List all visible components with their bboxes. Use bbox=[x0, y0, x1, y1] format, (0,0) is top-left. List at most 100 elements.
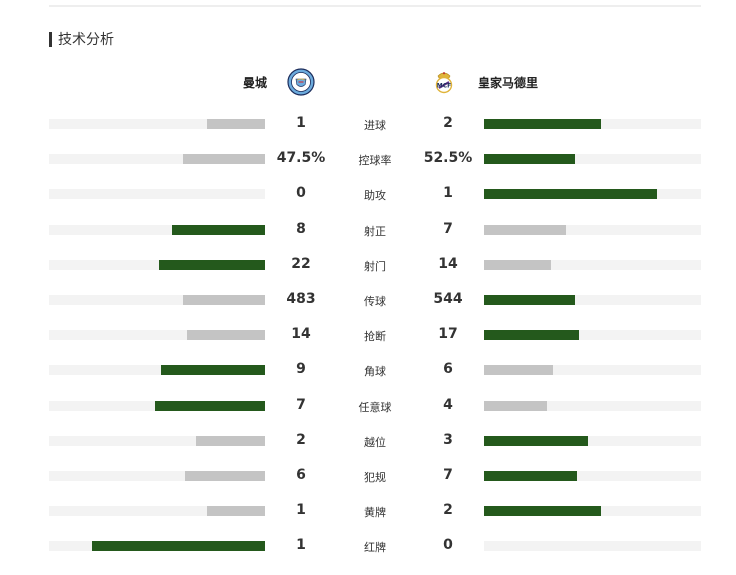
home-stat-value: 1 bbox=[296, 502, 306, 519]
away-bar-track bbox=[484, 189, 701, 200]
home-bar-track bbox=[49, 506, 265, 517]
home-stat-value: 8 bbox=[296, 220, 306, 237]
away-stat-bar bbox=[484, 224, 566, 235]
stat-row: 22 射门 14 bbox=[49, 255, 701, 274]
home-stat-value: 1 bbox=[296, 537, 306, 554]
away-stat-bar bbox=[484, 259, 551, 270]
stat-row: 9 角球 6 bbox=[49, 361, 701, 379]
away-stat-value: 544 bbox=[433, 291, 463, 307]
home-bar-track bbox=[49, 295, 265, 305]
stat-row: 1 黄牌 2 bbox=[49, 502, 701, 520]
home-stat-bar bbox=[183, 154, 265, 165]
stat-row: 0 助攻 1 bbox=[49, 185, 701, 203]
away-stat-value: 6 bbox=[443, 361, 453, 378]
away-stat-bar bbox=[484, 119, 601, 129]
away-team-header: MCF 皇家马德里 bbox=[430, 66, 538, 98]
stat-row: 2 越位 3 bbox=[49, 431, 701, 450]
away-stat-value: 7 bbox=[443, 467, 453, 483]
away-stat-bar bbox=[484, 295, 575, 305]
away-bar-track bbox=[484, 224, 701, 235]
stat-row: 483 传球 544 bbox=[49, 291, 701, 309]
away-stat-value: 1 bbox=[443, 185, 453, 202]
home-stat-bar bbox=[161, 365, 265, 376]
away-bar-track bbox=[484, 541, 701, 552]
away-stat-bar bbox=[484, 154, 575, 165]
stat-row: 1 进球 2 bbox=[49, 115, 701, 133]
stat-row: 6 犯规 7 bbox=[49, 467, 701, 485]
away-bar-track bbox=[484, 119, 701, 129]
away-stat-value: 4 bbox=[443, 396, 453, 413]
home-stat-bar bbox=[159, 259, 265, 270]
home-stat-bar bbox=[92, 541, 265, 552]
home-bar-track bbox=[49, 330, 265, 341]
away-bar-track bbox=[484, 435, 701, 446]
away-bar-track bbox=[484, 365, 701, 376]
stat-row: 47.5% 控球率 52.5% bbox=[49, 150, 701, 168]
manchester-city-crest-icon bbox=[287, 68, 315, 96]
home-stat-bar bbox=[183, 295, 265, 305]
home-stat-bar bbox=[207, 119, 265, 129]
home-stat-bar bbox=[185, 471, 265, 481]
stat-label: 助攻 bbox=[364, 189, 386, 203]
stat-label: 传球 bbox=[364, 295, 386, 308]
home-bar-track bbox=[49, 400, 265, 411]
home-stat-bar bbox=[172, 224, 265, 235]
away-bar-track bbox=[484, 330, 701, 341]
away-stat-bar bbox=[484, 365, 553, 376]
away-team-name: 皇家马德里 bbox=[478, 75, 539, 90]
home-stat-bar bbox=[187, 330, 265, 341]
section-title: 技术分析 bbox=[58, 32, 114, 48]
home-stat-value: 22 bbox=[291, 255, 311, 272]
home-team-name: 曼城 bbox=[243, 75, 268, 90]
stat-label: 犯规 bbox=[364, 471, 386, 484]
stat-label: 红牌 bbox=[364, 541, 386, 555]
stat-row: 1 红牌 0 bbox=[49, 537, 701, 555]
stat-label: 黄牌 bbox=[364, 506, 386, 520]
home-stat-bar bbox=[207, 506, 265, 517]
top-divider bbox=[49, 5, 701, 7]
home-bar-track bbox=[49, 119, 265, 129]
home-bar-track bbox=[49, 365, 265, 376]
home-stat-value: 0 bbox=[296, 185, 306, 202]
title-accent-bar bbox=[49, 31, 52, 47]
home-stat-value: 14 bbox=[291, 326, 311, 343]
away-stat-value: 2 bbox=[443, 502, 453, 519]
stat-label: 射门 bbox=[364, 259, 386, 273]
home-stat-value: 7 bbox=[296, 396, 306, 413]
stat-label: 控球率 bbox=[358, 154, 392, 168]
away-stat-value: 14 bbox=[438, 255, 458, 272]
stat-label: 越位 bbox=[364, 435, 386, 449]
stat-label: 进球 bbox=[364, 119, 386, 132]
away-stat-value: 2 bbox=[443, 115, 453, 131]
home-bar-track bbox=[49, 541, 265, 552]
away-stat-value: 0 bbox=[443, 537, 453, 554]
away-stat-bar bbox=[484, 471, 577, 481]
home-bar-track bbox=[49, 259, 265, 270]
away-bar-track bbox=[484, 400, 701, 411]
away-stat-bar bbox=[484, 506, 601, 517]
stat-label: 角球 bbox=[364, 365, 386, 379]
home-stat-value: 6 bbox=[296, 467, 306, 483]
home-bar-track bbox=[49, 189, 265, 200]
away-bar-track bbox=[484, 259, 701, 270]
home-stat-value: 2 bbox=[296, 431, 306, 448]
home-bar-track bbox=[49, 435, 265, 446]
home-bar-track bbox=[49, 471, 265, 481]
away-bar-track bbox=[484, 154, 701, 165]
away-stat-value: 7 bbox=[443, 220, 453, 237]
stat-row: 8 射正 7 bbox=[49, 220, 701, 239]
home-stat-value: 483 bbox=[286, 291, 316, 307]
away-stat-bar bbox=[484, 330, 579, 341]
real-madrid-crest-icon: MCF bbox=[435, 72, 453, 94]
away-stat-value: 3 bbox=[443, 431, 453, 448]
stat-row: 7 任意球 4 bbox=[49, 396, 701, 415]
home-stat-value: 9 bbox=[296, 361, 306, 378]
home-stat-bar bbox=[196, 435, 265, 446]
home-team-header: 曼城 bbox=[210, 66, 325, 98]
svg-text:MCF: MCF bbox=[437, 83, 451, 90]
stat-label: 任意球 bbox=[358, 400, 392, 414]
stat-row: 14 抢断 17 bbox=[49, 326, 701, 344]
stat-label: 射正 bbox=[364, 224, 386, 238]
away-stat-bar bbox=[484, 435, 588, 446]
home-bar-track bbox=[49, 224, 265, 235]
